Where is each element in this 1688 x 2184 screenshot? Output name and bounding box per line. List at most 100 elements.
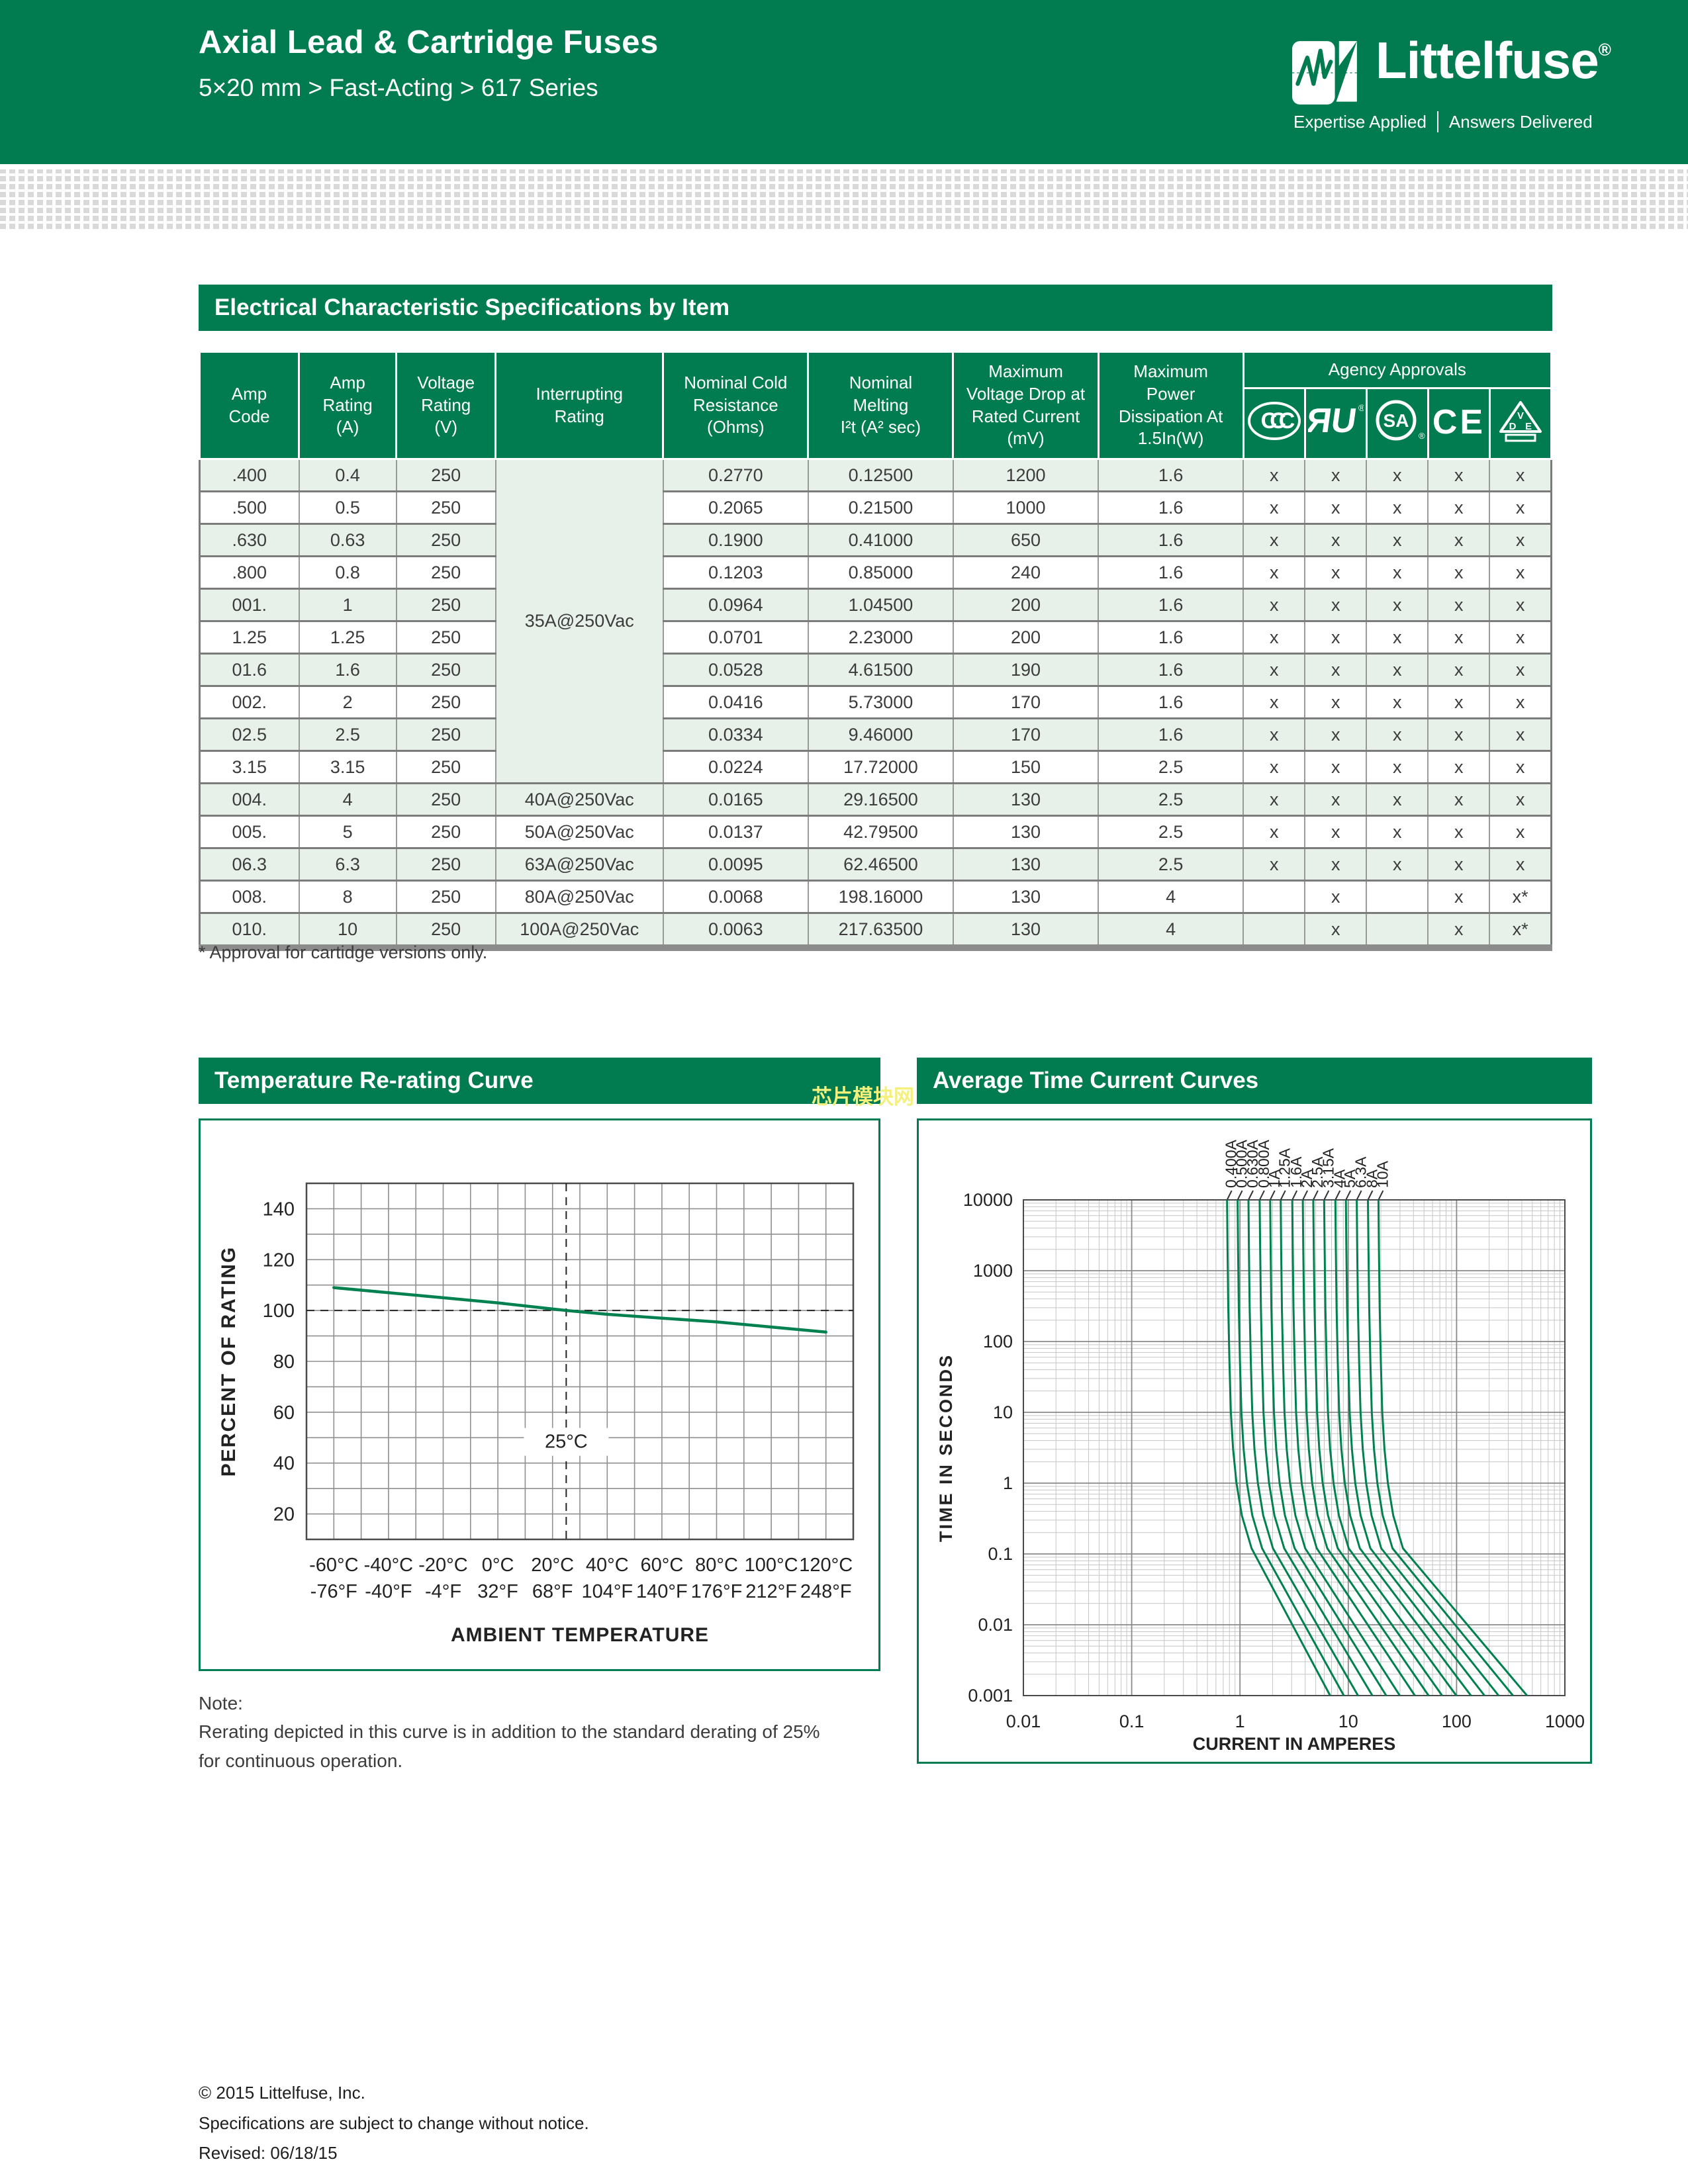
approval-mark-cell: x [1366,458,1429,492]
svg-text:1.6A: 1.6A [1288,1156,1305,1188]
amp-code-cell: 005. [199,815,300,849]
approval-mark-cell: x [1304,653,1368,687]
melting-i2t-cell: 0.12500 [807,458,954,492]
approval-mark-cell: x [1427,458,1491,492]
table-row: 010. 10 250 100A@250Vac 0.0063 217.63500 130 4 x… [199,912,1552,949]
approval-mark-cell: x [1489,523,1552,557]
approval-mark-cell: x [1366,620,1429,655]
svg-text:100°C: 100°C [745,1555,798,1576]
power-dissipation-cell: 4 [1098,880,1244,914]
approval-mark-cell: x [1243,847,1306,882]
column-header: Maximum Voltage Drop at Rated Current (m… [952,351,1100,460]
approval-mark-cell: x [1427,847,1491,882]
cold-resistance-cell: 0.0964 [662,588,809,622]
brand-tagline: Expertise Applied Answers Delivered [1293,111,1593,132]
approval-mark-cell: x* [1489,912,1552,949]
voltage-rating-cell: 250 [395,620,496,655]
header-band: Axial Lead & Cartridge Fuses 5×20 mm > F… [0,0,1688,164]
svg-text:20°C: 20°C [531,1555,574,1576]
approval-mark-cell: x [1243,490,1306,525]
approval-mark-cell: x [1489,620,1552,655]
voltage-drop-cell: 150 [952,750,1100,784]
approval-mark-cell: x [1304,588,1368,622]
approval-mark-cell: x [1427,523,1491,557]
amp-code-cell: 06.3 [199,847,300,882]
amp-code-cell: .400 [199,458,300,492]
approval-mark-cell: x [1243,653,1306,687]
cold-resistance-cell: 0.0068 [662,880,809,914]
spec-table-body: .400 0.4 250 35A@250Vac 0.2770 0.12500 1200 1.6… [199,458,1552,949]
table-row: 002. 2 250 0.0416 5.73000 170 1.6 x x x x x [199,685,1552,719]
amp-rating-cell: 0.63 [298,523,397,557]
svg-text:68°F: 68°F [532,1581,573,1602]
melting-i2t-cell: 2.23000 [807,620,954,655]
approval-mark-cell: x [1366,588,1429,622]
approval-mark-cell: x [1427,653,1491,687]
approval-mark-cell [1243,912,1306,949]
approval-mark-cell: x [1366,555,1429,590]
approval-mark-cell [1243,880,1306,914]
svg-text:SA: SA [1383,410,1409,431]
approval-mark-cell: x [1243,620,1306,655]
melting-i2t-cell: 217.63500 [807,912,954,949]
column-header: Amp Code [198,351,301,460]
cold-resistance-cell: 0.0165 [662,782,809,817]
svg-text:6.3A: 6.3A [1352,1156,1370,1188]
svg-text:120: 120 [263,1250,295,1271]
svg-text:1.25A: 1.25A [1276,1148,1293,1188]
approval-mark-cell: x [1427,717,1491,752]
svg-text:1000: 1000 [1545,1711,1585,1731]
svg-text:-76°F: -76°F [310,1581,357,1602]
svg-text:80: 80 [273,1351,295,1373]
approval-mark-cell: x [1243,750,1306,784]
registered-mark: ® [1598,40,1611,60]
svg-text:0.630A: 0.630A [1244,1139,1261,1188]
melting-i2t-cell: 4.61500 [807,653,954,687]
approval-mark-cell: x [1304,750,1368,784]
svg-text:10A: 10A [1374,1160,1391,1188]
approval-mark-cell: x* [1489,880,1552,914]
approval-mark-cell: x [1304,458,1368,492]
cold-resistance-cell: 0.1203 [662,555,809,590]
table-row: 3.15 3.15 250 0.0224 17.72000 150 2.5 x x x x x [199,750,1552,784]
table-row: .500 0.5 250 0.2065 0.21500 1000 1.6 x x x x x [199,490,1552,525]
amp-code-cell: .500 [199,490,300,525]
approval-mark-cell: x [1427,912,1491,949]
svg-text:0.500A: 0.500A [1233,1139,1250,1188]
voltage-drop-cell: 130 [952,815,1100,849]
approval-mark-cell: x [1243,588,1306,622]
halftone-band [0,169,1688,229]
amp-rating-cell: 4 [298,782,397,817]
table-row: 1.25 1.25 250 0.0701 2.23000 200 1.6 x x x x x [199,620,1552,655]
page-footer: © 2015 Littelfuse, Inc. Specifications a… [199,2078,589,2169]
approval-mark-cell: x [1366,750,1429,784]
column-header: Amp Rating (A) [298,351,398,460]
amp-code-cell: .800 [199,555,300,590]
approval-mark-cell: x [1489,717,1552,752]
power-dissipation-cell: 2.5 [1098,782,1244,817]
table-row: .400 0.4 250 35A@250Vac 0.2770 0.12500 1200 1.6… [199,458,1552,784]
footer-revised: Revised: 06/18/15 [199,2143,338,2163]
amp-code-cell: 1.25 [199,620,300,655]
approval-mark-cell: x [1366,523,1429,557]
approval-mark-cell: x [1304,620,1368,655]
amp-rating-cell: 2 [298,685,397,719]
agency-approvals-header: Agency Approvals [1242,351,1553,389]
approval-mark-cell: x [1304,912,1368,949]
approval-mark-cell: x [1489,555,1552,590]
voltage-drop-cell: 1200 [952,458,1100,492]
svg-text:212°F: 212°F [745,1581,797,1602]
svg-text:0°C: 0°C [482,1555,514,1576]
approval-mark-cell: x [1304,685,1368,719]
cold-resistance-cell: 0.0095 [662,847,809,882]
note-line-2: for continuous operation. [199,1750,403,1771]
cold-resistance-cell: 0.1900 [662,523,809,557]
power-dissipation-cell: 1.6 [1098,717,1244,752]
power-dissipation-cell: 2.5 [1098,750,1244,784]
voltage-rating-cell: 250 [395,750,496,784]
ce-icon: CE [1427,387,1491,460]
voltage-drop-cell: 170 [952,717,1100,752]
melting-i2t-cell: 0.85000 [807,555,954,590]
cold-resistance-cell: 0.0224 [662,750,809,784]
svg-text:0.01: 0.01 [1006,1711,1041,1731]
